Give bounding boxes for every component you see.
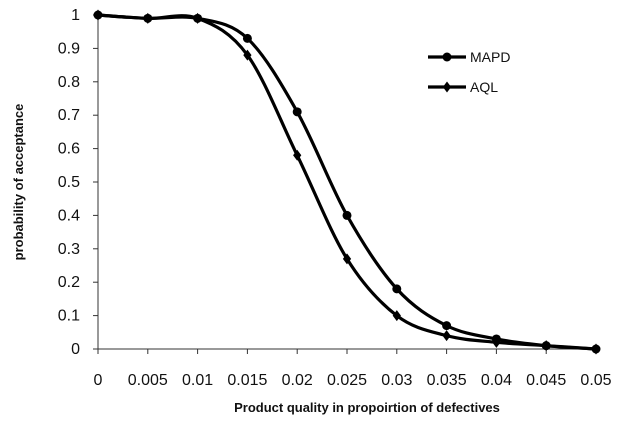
y-tick-label: 1 — [71, 7, 80, 24]
aql-point — [342, 253, 352, 265]
x-tick-label: 0.015 — [227, 372, 267, 389]
mapd-point — [392, 284, 402, 294]
x-tick-label: 0.025 — [327, 372, 367, 389]
aql-point — [392, 310, 401, 322]
aql-point — [442, 330, 451, 342]
aql-point — [243, 49, 252, 61]
mapd-point — [242, 33, 252, 43]
legend-mapd-marker — [442, 52, 452, 62]
y-tick-label: 0.5 — [58, 174, 80, 191]
x-tick-label: 0.01 — [182, 372, 213, 389]
ticks-layer: 0 0.1 0.2 0.3 0.4 0.5 0.6 0.7 0.8 0.9 1 0 0.005 0.01 0… — [58, 7, 612, 389]
x-tick-label: 0.05 — [580, 372, 611, 389]
aql-point — [193, 12, 202, 24]
x-tick-label: 0.045 — [526, 372, 566, 389]
legend-mapd-label: MAPD — [470, 49, 510, 65]
legend: MAPD AQL — [428, 49, 510, 95]
x-tick-label: 0.03 — [381, 372, 412, 389]
x-tick-label: 0.035 — [427, 372, 467, 389]
y-axis-title: probability of acceptance — [11, 104, 26, 261]
x-tick-label: 0.04 — [481, 372, 512, 389]
y-tick-label: 0.8 — [58, 74, 80, 91]
mapd-point — [342, 210, 352, 220]
legend-aql-marker — [442, 81, 452, 93]
x-axis-title: Product quality in propoirtion of defect… — [234, 400, 500, 415]
y-tick-label: 0.1 — [58, 308, 80, 325]
y-tick-label: 0.6 — [58, 141, 80, 158]
mapd-line — [97, 13, 597, 351]
aql-point — [542, 340, 551, 352]
series-layer — [93, 9, 601, 355]
aql-point — [93, 9, 103, 21]
aql-point — [492, 336, 501, 348]
legend-aql-label: AQL — [470, 79, 498, 95]
y-tick-label: 0.3 — [58, 241, 80, 258]
x-tick-label: 0.02 — [282, 372, 313, 389]
aql-point — [591, 343, 601, 355]
y-tick-label: 0.7 — [58, 107, 80, 124]
y-tick-label: 0.9 — [58, 40, 80, 57]
mapd-point — [442, 321, 452, 331]
mapd-point — [292, 107, 302, 117]
aql-point — [293, 149, 302, 161]
y-tick-label: 0 — [71, 341, 80, 358]
x-tick-label: 0 — [94, 372, 103, 389]
axes-layer — [97, 15, 596, 350]
y-tick-label: 0.4 — [58, 207, 80, 224]
x-tick-label: 0.005 — [128, 372, 168, 389]
aql-point — [143, 12, 152, 24]
y-tick-label: 0.2 — [58, 274, 80, 291]
aql-line — [97, 13, 597, 351]
